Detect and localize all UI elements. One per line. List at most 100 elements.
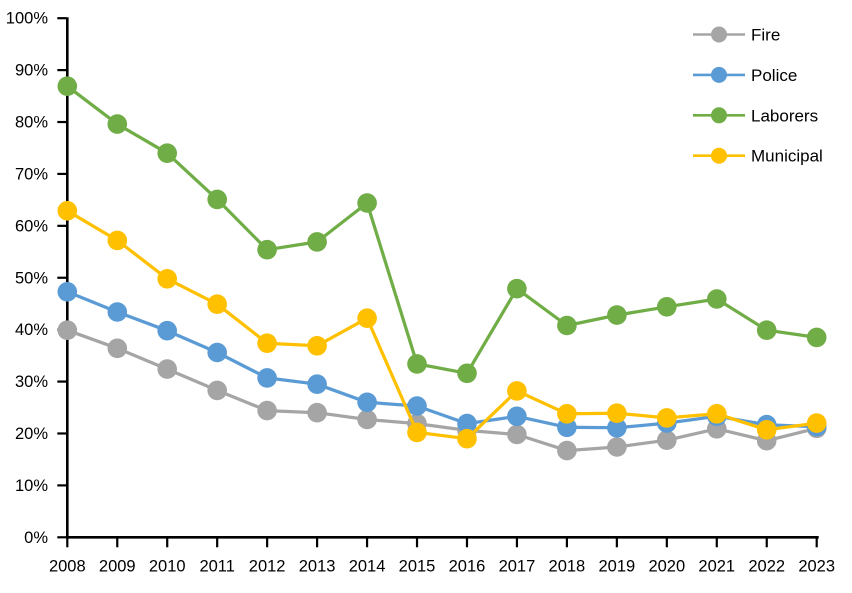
data-point bbox=[657, 430, 677, 451]
x-tick-label: 2009 bbox=[99, 558, 136, 576]
y-tick-label: 90% bbox=[15, 62, 48, 80]
data-point bbox=[107, 338, 128, 359]
x-tick-label: 2011 bbox=[199, 558, 234, 576]
series-fire bbox=[57, 320, 827, 461]
legend-marker-icon bbox=[711, 66, 727, 83]
legend-marker-icon bbox=[711, 26, 727, 43]
data-point bbox=[557, 315, 577, 336]
data-point bbox=[107, 114, 128, 134]
axes bbox=[66, 17, 819, 539]
data-point bbox=[557, 404, 577, 424]
data-point bbox=[357, 392, 377, 413]
series-line bbox=[65, 209, 819, 441]
y-tick-label: 80% bbox=[15, 114, 48, 132]
legend-label: Police bbox=[751, 66, 797, 85]
x-tick-label: 2022 bbox=[748, 558, 785, 576]
data-point bbox=[57, 320, 78, 341]
data-point bbox=[257, 239, 277, 260]
data-point bbox=[207, 294, 227, 315]
x-tick-label: 2021 bbox=[698, 558, 735, 576]
data-point bbox=[307, 336, 327, 356]
data-point bbox=[257, 368, 277, 388]
legend-label: Municipal bbox=[751, 147, 823, 166]
data-point bbox=[107, 302, 128, 322]
x-tick-label: 2014 bbox=[349, 558, 386, 576]
data-point bbox=[507, 278, 527, 299]
x-tick-label: 2012 bbox=[249, 558, 286, 576]
data-point bbox=[657, 297, 677, 317]
y-tick-label: 70% bbox=[15, 165, 48, 183]
data-point bbox=[257, 400, 277, 421]
data-point bbox=[607, 403, 627, 424]
data-point bbox=[57, 76, 78, 96]
legend-label: Laborers bbox=[751, 106, 818, 125]
series-laborers bbox=[57, 76, 827, 384]
data-point bbox=[607, 418, 627, 438]
y-tick-label: 100% bbox=[6, 10, 49, 28]
data-point bbox=[157, 143, 177, 163]
data-point bbox=[407, 354, 427, 374]
x-tick-label: 2020 bbox=[648, 558, 685, 576]
data-point bbox=[507, 424, 527, 445]
data-point bbox=[707, 404, 727, 424]
series-municipal bbox=[57, 201, 827, 449]
x-tick-label: 2019 bbox=[599, 558, 636, 576]
data-point bbox=[107, 230, 128, 251]
series-line bbox=[65, 290, 819, 430]
x-axis: 2008 2009 2010 2011 2012 2013 2014 2015 2016 2017… bbox=[49, 538, 835, 576]
data-point bbox=[357, 193, 377, 213]
data-point bbox=[407, 422, 427, 443]
x-tick-label: 2016 bbox=[449, 558, 486, 576]
x-tick-label: 2017 bbox=[499, 558, 536, 576]
data-point bbox=[707, 289, 727, 309]
data-point bbox=[806, 327, 827, 348]
data-point bbox=[457, 413, 477, 434]
x-tick-label: 2013 bbox=[299, 558, 336, 576]
data-point bbox=[607, 305, 627, 325]
y-tick-label: 40% bbox=[15, 321, 48, 339]
x-tick-label: 2010 bbox=[149, 558, 186, 576]
data-point bbox=[557, 440, 577, 461]
data-point bbox=[357, 409, 377, 430]
data-point bbox=[756, 320, 777, 341]
data-point bbox=[307, 374, 327, 395]
x-tick-label: 2023 bbox=[798, 558, 835, 576]
legend-item-laborers: Laborers bbox=[693, 106, 818, 125]
series-line bbox=[65, 328, 819, 453]
data-point bbox=[57, 282, 78, 302]
data-point bbox=[157, 269, 177, 289]
data-point bbox=[756, 420, 777, 440]
data-point bbox=[457, 428, 477, 449]
data-point bbox=[507, 406, 527, 427]
legend-marker-icon bbox=[711, 107, 727, 124]
x-tick-label: 2018 bbox=[549, 558, 586, 576]
data-point bbox=[607, 437, 627, 457]
data-point bbox=[457, 363, 477, 384]
legend-marker-icon bbox=[711, 147, 727, 164]
data-point bbox=[207, 380, 227, 401]
data-point bbox=[207, 342, 227, 363]
data-point bbox=[657, 408, 677, 428]
series-line bbox=[65, 84, 819, 375]
legend-item-municipal: Municipal bbox=[693, 147, 823, 166]
x-tick-label: 2015 bbox=[399, 558, 436, 576]
data-point bbox=[357, 308, 377, 329]
data-point bbox=[57, 201, 78, 221]
y-tick-label: 60% bbox=[15, 217, 48, 235]
y-tick-label: 0% bbox=[24, 529, 48, 547]
legend-item-police: Police bbox=[693, 66, 797, 85]
legend-label: Fire bbox=[751, 26, 780, 45]
data-point bbox=[806, 413, 827, 433]
data-point bbox=[307, 402, 327, 423]
y-tick-label: 50% bbox=[15, 269, 48, 287]
y-tick-label: 10% bbox=[15, 477, 48, 495]
data-point bbox=[557, 417, 577, 438]
data-point bbox=[157, 359, 177, 379]
y-tick-label: 20% bbox=[15, 425, 48, 443]
legend-item-fire: Fire bbox=[693, 26, 780, 45]
data-point bbox=[407, 396, 427, 416]
data-point bbox=[157, 320, 177, 341]
data-point bbox=[507, 381, 527, 401]
